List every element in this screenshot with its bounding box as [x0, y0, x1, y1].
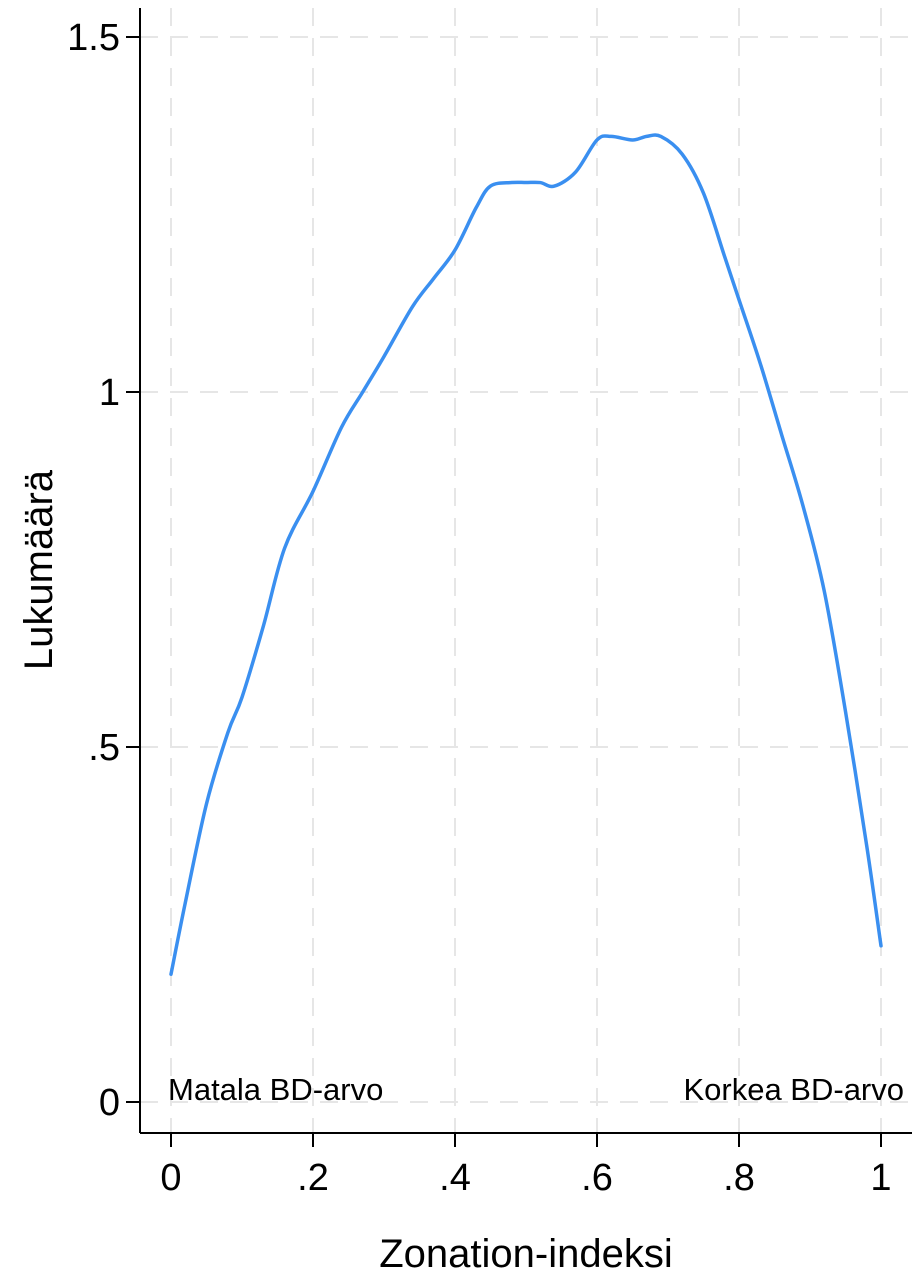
x-tick-label: .4 — [439, 1157, 471, 1199]
y-tick-label: 0 — [99, 1082, 120, 1124]
annotation-right: Korkea BD-arvo — [683, 1072, 904, 1107]
x-tick-label: .2 — [297, 1157, 329, 1199]
axes — [139, 8, 912, 1134]
y-tick-label: 1.5 — [67, 17, 120, 59]
y-tick-label: .5 — [88, 727, 120, 769]
tick-marks — [126, 36, 882, 1147]
y-axis-title: Lukumäärä — [17, 469, 61, 670]
x-axis-title: Zonation-indeksi — [379, 1232, 673, 1272]
density-curve — [169, 133, 883, 976]
grid-lines — [140, 8, 912, 1133]
annotation-left: Matala BD-arvo — [168, 1072, 383, 1107]
x-tick-label: .6 — [581, 1157, 613, 1199]
y-tick-label: 1 — [99, 372, 120, 414]
tick-labels: 0 .2 .4 .6 .8 1 0 .5 1 1.5 — [67, 17, 891, 1199]
x-tick-label: .8 — [723, 1157, 755, 1199]
x-tick-label: 0 — [160, 1157, 181, 1199]
x-tick-label: 1 — [870, 1157, 891, 1199]
